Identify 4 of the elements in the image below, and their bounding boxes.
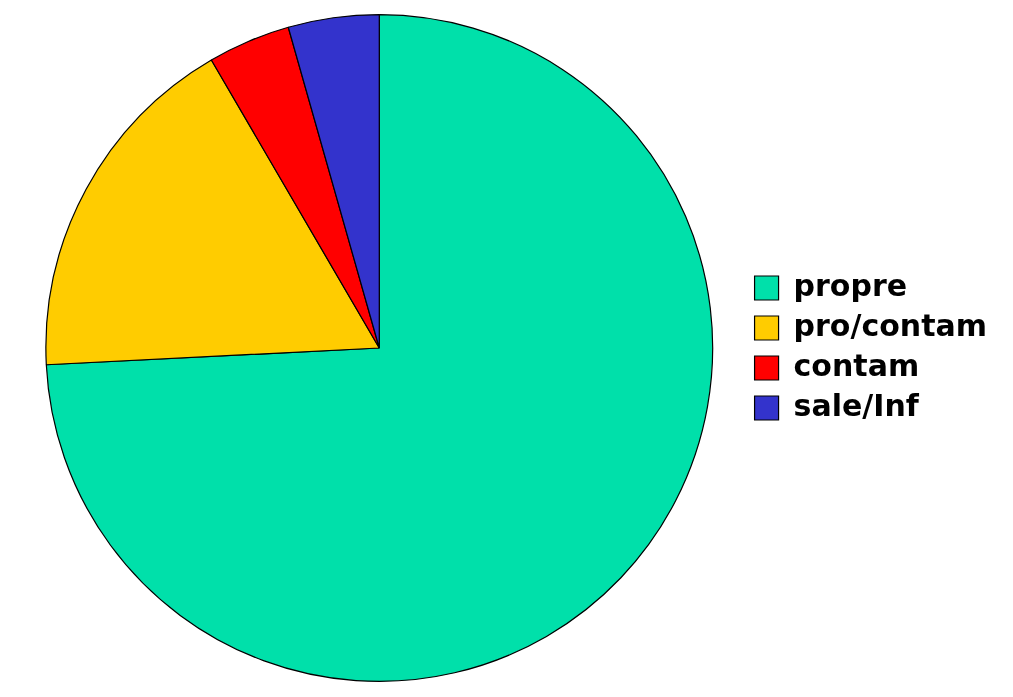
- legend-label: sale/Inf: [793, 387, 920, 423]
- legend-label: pro/contam: [793, 307, 987, 343]
- legend-label: contam: [793, 347, 920, 383]
- legend-label: propre: [793, 267, 908, 303]
